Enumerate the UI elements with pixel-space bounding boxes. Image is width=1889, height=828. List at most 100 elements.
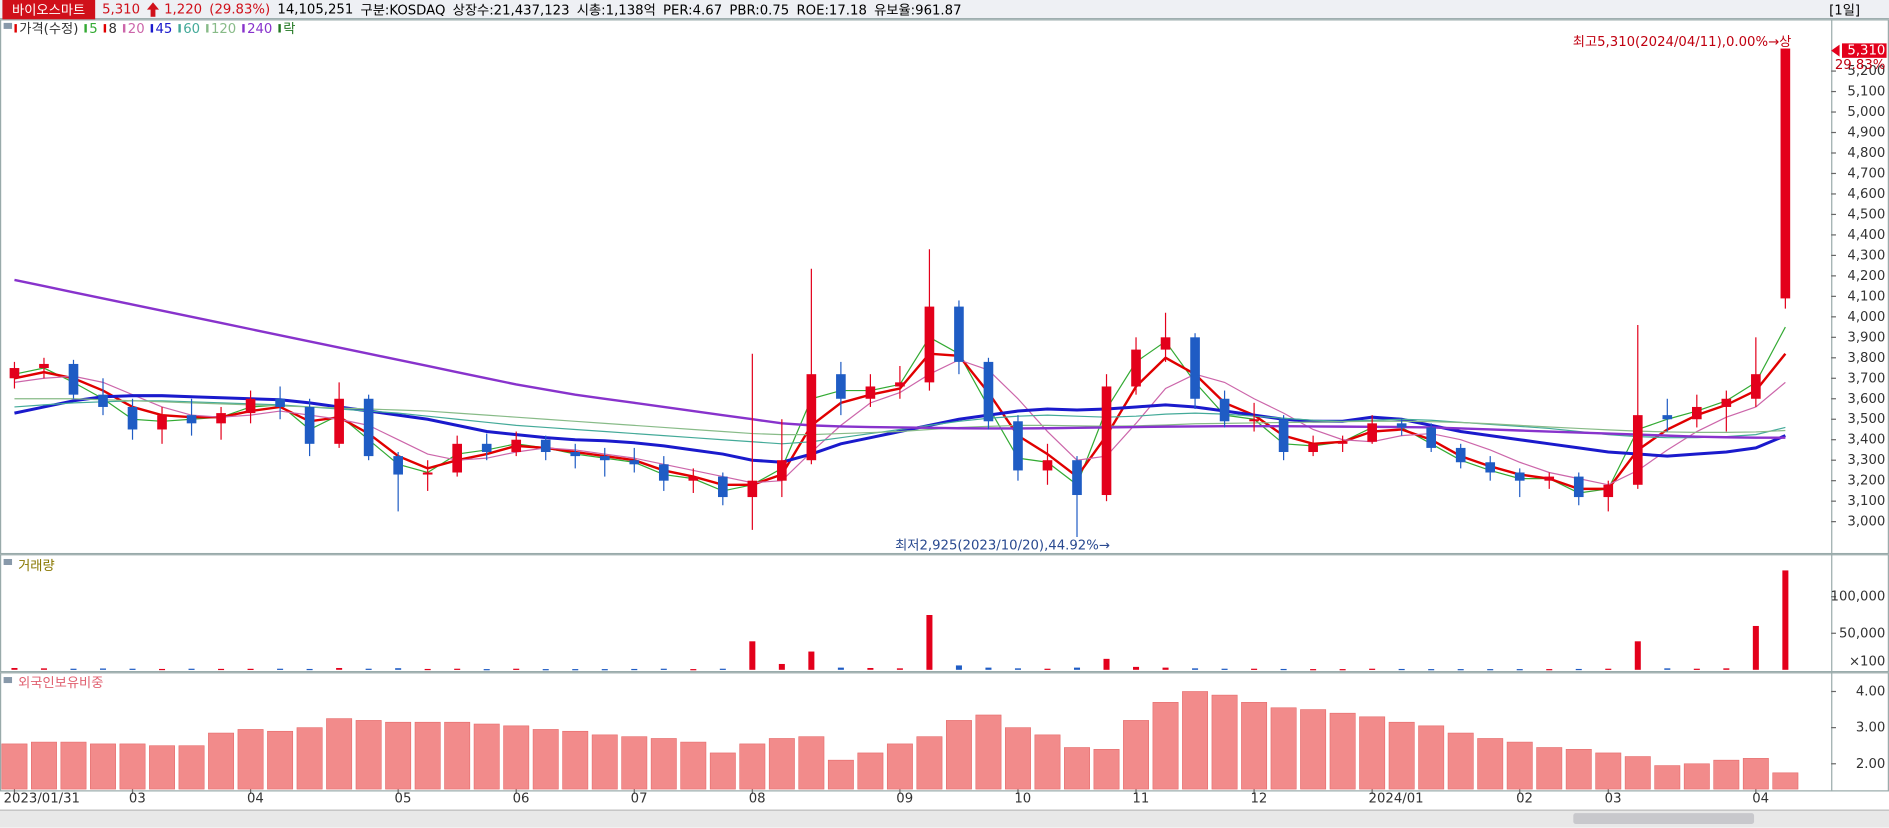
candle-body bbox=[1692, 406, 1702, 420]
volume-bar bbox=[572, 669, 579, 671]
candle-body bbox=[1278, 419, 1289, 453]
candle-body bbox=[1160, 337, 1171, 350]
legend-swatch bbox=[122, 24, 126, 33]
volume-bar bbox=[542, 669, 549, 671]
scroll-thumb[interactable] bbox=[1573, 813, 1755, 825]
foreign-ratio-bar bbox=[1005, 727, 1031, 790]
y-tick-label: 3.00 bbox=[1856, 721, 1886, 736]
candle-body bbox=[98, 394, 108, 407]
volume-bar bbox=[277, 668, 284, 670]
legend-swatch bbox=[178, 24, 181, 33]
foreign-ratio-bar bbox=[650, 738, 677, 790]
y-tick-label: 4,100 bbox=[1847, 289, 1885, 304]
candle-body bbox=[1632, 415, 1643, 485]
volume-bar bbox=[365, 668, 372, 670]
candle-body bbox=[9, 368, 20, 379]
volume-bar bbox=[513, 668, 520, 670]
volume-bar bbox=[11, 667, 18, 670]
volume-bar bbox=[896, 668, 903, 670]
foreign-ratio-bar bbox=[1064, 747, 1090, 790]
x-tick-label: 09 bbox=[896, 792, 913, 807]
x-tick-label: 2024/01 bbox=[1369, 792, 1424, 807]
candle-body bbox=[1573, 476, 1584, 498]
legend-label: 45 bbox=[156, 22, 173, 37]
legend-label: 20 bbox=[128, 22, 145, 37]
y-tick-label: 4,000 bbox=[1847, 310, 1885, 325]
foreign-ratio-bar bbox=[1034, 734, 1061, 790]
x-tick-label: 02 bbox=[1516, 792, 1533, 807]
candle-body bbox=[39, 363, 49, 369]
volume-bar bbox=[690, 669, 697, 671]
foreign-ratio-bar bbox=[680, 741, 707, 790]
y-tick-label: 4,200 bbox=[1847, 269, 1885, 284]
candle-body bbox=[68, 363, 79, 395]
foreign-ratio-bar bbox=[1418, 725, 1445, 790]
volume-bar bbox=[1723, 668, 1730, 670]
foreign-ratio-bar bbox=[296, 727, 323, 790]
x-tick-label: 11 bbox=[1132, 792, 1149, 807]
stock-name[interactable]: 바이오스마트 bbox=[2, 0, 95, 19]
x-tick-label: 06 bbox=[513, 792, 530, 807]
x-tick-label: 10 bbox=[1014, 792, 1031, 807]
foreign-ratio-bar bbox=[90, 743, 116, 790]
foreign-ratio-bar bbox=[1683, 763, 1710, 790]
legend-label: 120 bbox=[211, 22, 236, 37]
volume-bar bbox=[1133, 666, 1140, 670]
period[interactable]: [1일] bbox=[1829, 2, 1861, 19]
foreign-ratio-bar bbox=[1329, 712, 1356, 790]
legend-label: 240 bbox=[247, 22, 272, 37]
foreign-ratio-bar bbox=[355, 720, 382, 790]
candle-body bbox=[836, 374, 846, 399]
info-item: 상장수:21,437,123 bbox=[452, 1, 570, 18]
candle-body bbox=[540, 439, 551, 453]
candle-body bbox=[1337, 441, 1348, 444]
chart: 3,000 3,100 3,200 3,300 3,400 3,500 3,600 3,700… bbox=[0, 19, 1889, 807]
volume-bar bbox=[1693, 668, 1700, 670]
candle-body bbox=[1603, 484, 1614, 498]
panel-icon[interactable] bbox=[3, 677, 13, 684]
volume-bar bbox=[395, 668, 402, 670]
foreign-ratio-bar bbox=[1447, 732, 1474, 790]
candle-body bbox=[481, 443, 492, 453]
foreign-ratio-bar bbox=[178, 745, 205, 790]
volume-bar bbox=[631, 668, 638, 671]
price: 5,310 bbox=[102, 1, 141, 17]
candle-body bbox=[865, 386, 876, 399]
y-tick-label: 3,900 bbox=[1847, 330, 1885, 345]
x-tick-label: 08 bbox=[749, 792, 766, 807]
volume-bar bbox=[129, 668, 136, 670]
y-tick-label: 50,000 bbox=[1839, 626, 1885, 641]
y-tick-label: 100,000 bbox=[1831, 590, 1886, 605]
legend-label: 락 bbox=[283, 21, 295, 37]
foreign-ratio-bar bbox=[1654, 765, 1681, 790]
y-tick-label: 5,100 bbox=[1847, 85, 1885, 100]
panel-icon[interactable] bbox=[3, 558, 13, 566]
foreign-ratio-bar bbox=[1506, 741, 1533, 790]
foreign-ratio-bar bbox=[1742, 758, 1769, 790]
volume-bar bbox=[1103, 658, 1110, 670]
candle-body bbox=[275, 398, 285, 407]
y-tick-label: 4,400 bbox=[1847, 228, 1885, 243]
y-tick-label: 3,500 bbox=[1847, 412, 1885, 427]
legend-label: 60 bbox=[183, 22, 200, 37]
foreign-ratio-bar bbox=[1300, 709, 1327, 790]
volume-bar bbox=[1221, 668, 1228, 670]
panel-icon[interactable] bbox=[3, 22, 13, 29]
candle-body bbox=[127, 406, 138, 430]
y-tick-label: 3,700 bbox=[1847, 371, 1885, 386]
volume-bar bbox=[1428, 669, 1435, 671]
scrollbar[interactable] bbox=[0, 809, 1889, 828]
foreign-ratio-bar bbox=[385, 721, 412, 790]
foreign-ratio-bar bbox=[1477, 738, 1504, 790]
y-tick-label: 4,900 bbox=[1847, 126, 1885, 141]
foreign-ratio-bar bbox=[1093, 749, 1120, 790]
candle-body bbox=[1308, 443, 1318, 453]
change-label: 29.83% bbox=[1835, 58, 1886, 73]
foreign-ratio-bar bbox=[945, 720, 972, 790]
info-item: ROE:17.18 bbox=[796, 1, 867, 18]
candle-body bbox=[186, 415, 197, 424]
foreign-ratio-bar bbox=[1713, 759, 1740, 790]
change: 1,220 bbox=[164, 1, 203, 17]
volume-bar bbox=[1044, 668, 1051, 670]
x-tick-label: 12 bbox=[1250, 792, 1267, 807]
